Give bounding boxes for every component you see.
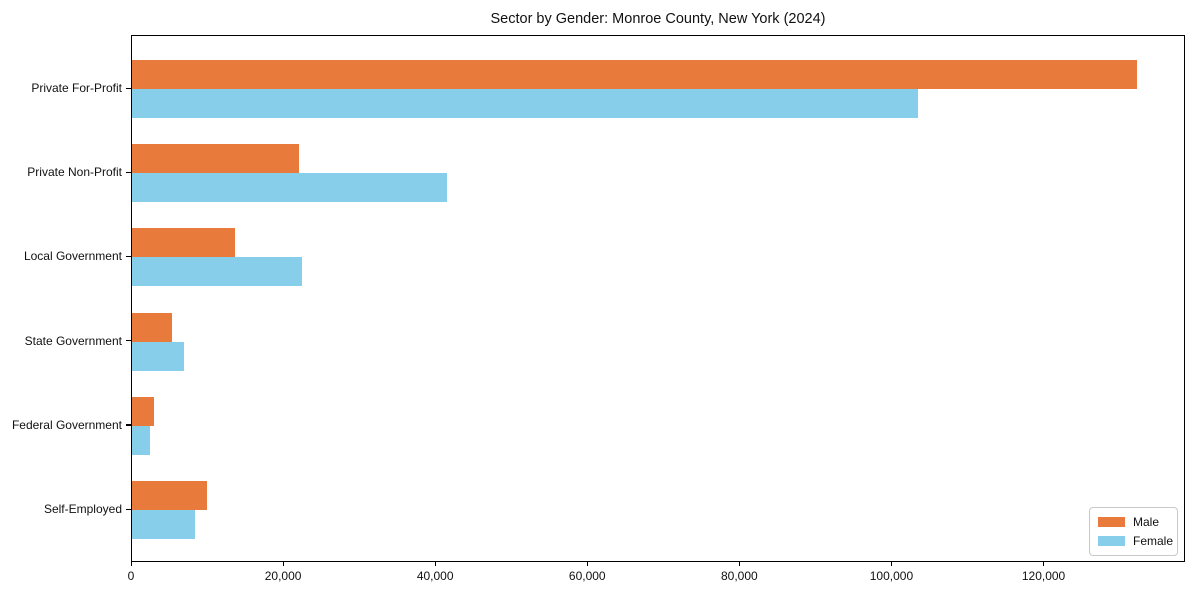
ytick-label-self-employed: Self-Employed <box>43 502 122 516</box>
ytick-label-federal-government: Federal Government <box>11 417 122 432</box>
bar-male-federal-government <box>132 396 155 426</box>
xtick-label-20000: 20,000 <box>264 569 302 583</box>
ytick-label-local-government: Local Government <box>23 249 122 264</box>
bar-male-local-government <box>132 228 235 258</box>
xtick-mark <box>434 561 436 566</box>
xtick-mark <box>586 561 589 566</box>
bar-female-state-government <box>132 341 184 371</box>
xtick-mark <box>1043 561 1045 566</box>
xtick-label-80000: 80,000 <box>721 569 758 583</box>
legend-item-male: Male <box>1098 515 1169 529</box>
legend-swatch-male <box>1098 517 1125 527</box>
bar-female-local-government <box>132 257 302 287</box>
xtick-mark <box>130 561 132 566</box>
legend: Male Female <box>1089 507 1178 556</box>
xtick-label-60000: 60,000 <box>568 569 606 583</box>
bar-female-self-employed <box>132 510 196 539</box>
chart-title: Sector by Gender: Monroe County, New Yor… <box>490 11 826 27</box>
xtick-mark <box>282 561 284 566</box>
bar-female-private-for-profit <box>132 89 918 118</box>
xtick-label-0: 0 <box>127 569 135 583</box>
ytick-label-private-for-profit: Private For-Profit <box>31 81 122 95</box>
bar-female-federal-government <box>132 425 150 455</box>
ytick-mark <box>126 87 131 89</box>
legend-item-female: Female <box>1098 534 1173 548</box>
ytick-label-state-government: State Government <box>24 333 122 348</box>
ytick-mark <box>126 255 131 258</box>
bar-male-private-non-profit <box>132 144 300 174</box>
ytick-mark <box>126 424 131 426</box>
ytick-label-private-non-profit: Private Non-Profit <box>27 165 122 180</box>
ytick-mark <box>126 508 131 510</box>
xtick-label-100000: 100,000 <box>869 569 914 583</box>
bar-male-private-for-profit <box>132 60 1137 89</box>
bar-female-private-non-profit <box>132 173 447 203</box>
ytick-mark <box>126 171 131 173</box>
legend-label-male: Male <box>1133 515 1160 529</box>
bar-male-state-government <box>132 312 172 342</box>
xtick-label-120000: 120,000 <box>1021 569 1066 583</box>
xtick-label-40000: 40,000 <box>416 569 454 583</box>
ytick-mark <box>126 340 131 342</box>
legend-label-female: Female <box>1133 534 1174 548</box>
bar-male-self-employed <box>132 481 208 510</box>
plot-area <box>131 35 1185 562</box>
xtick-mark <box>890 561 893 566</box>
xtick-mark <box>738 561 741 566</box>
legend-swatch-female <box>1098 536 1125 546</box>
